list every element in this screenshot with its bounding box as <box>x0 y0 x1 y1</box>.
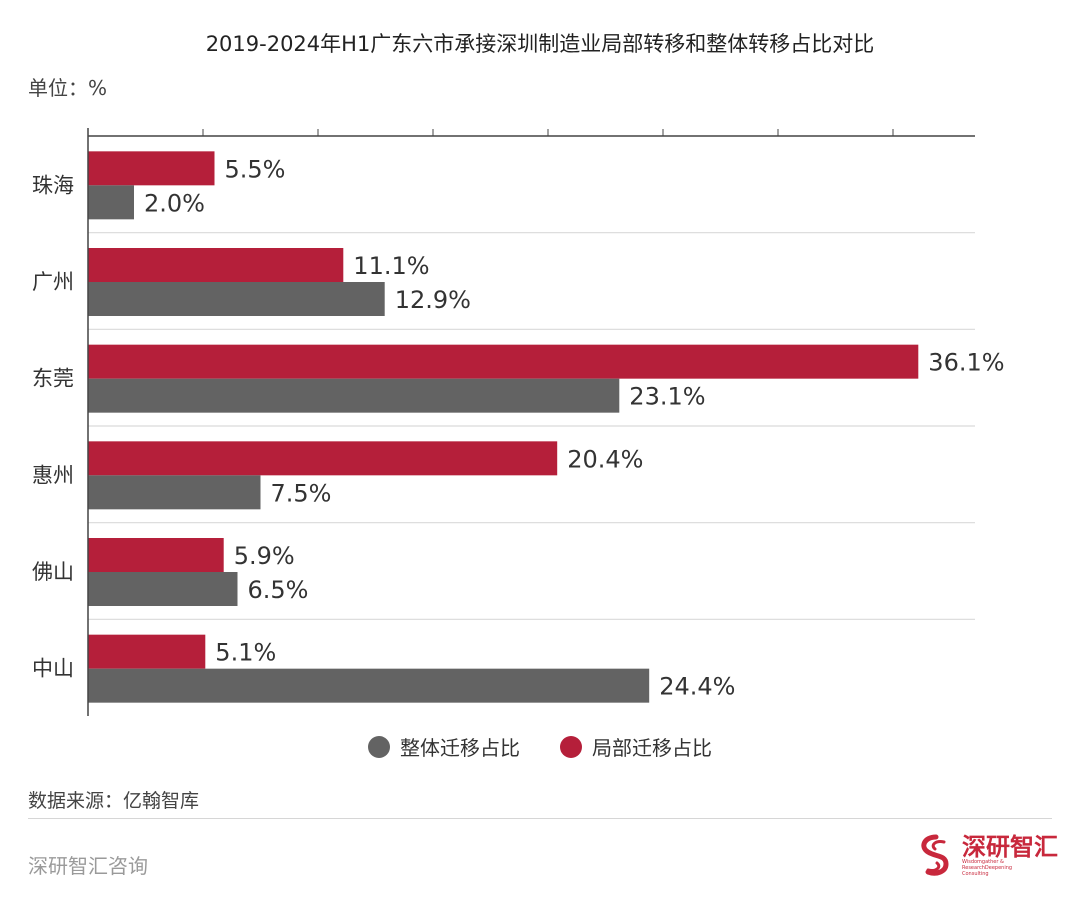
data-source: 数据来源：亿翰智库 <box>28 790 200 812</box>
data-label: 6.5% <box>248 576 309 604</box>
bar-whole <box>88 282 385 316</box>
bar-partial <box>88 634 206 669</box>
legend-label-partial: 局部迁移占比 <box>592 736 712 760</box>
bar-partial <box>88 441 558 476</box>
category-label: 中山 <box>32 657 74 681</box>
data-label: 5.5% <box>225 155 286 183</box>
brand-text: 深研智汇咨询 <box>28 854 148 878</box>
unit-label: 单位：% <box>28 76 108 100</box>
bar-whole <box>88 572 238 606</box>
category-label: 惠州 <box>32 463 74 487</box>
chart-title: 2019-2024年H1广东六市承接深圳制造业局部转移和整体转移占比对比 <box>205 32 875 56</box>
bar-partial <box>88 248 344 282</box>
legend-item-partial: 局部迁移占比 <box>560 732 712 761</box>
logo-text-block: 深研智汇 Wisdomgather & ResearchDeepening Co… <box>962 832 1058 878</box>
data-label: 2.0% <box>144 189 205 217</box>
legend-swatch-whole <box>368 735 390 758</box>
category-label: 东莞 <box>32 367 74 391</box>
swirl-logo-icon <box>921 834 949 876</box>
bar-whole <box>88 475 261 510</box>
legend-swatch-partial <box>560 735 582 758</box>
data-label: 36.1% <box>928 349 1004 377</box>
bar-whole <box>88 378 620 413</box>
brand-logo: 深研智汇 Wisdomgather & ResearchDeepening Co… <box>916 834 1058 878</box>
category-label: 广州 <box>32 270 74 294</box>
bar-whole <box>88 668 650 703</box>
legend-label-whole: 整体迁移占比 <box>400 736 520 760</box>
logo-subtitle-1: Wisdomgather & <box>962 859 1004 865</box>
data-label: 20.4% <box>567 445 643 473</box>
logo-name: 深研智汇 <box>962 832 1058 861</box>
data-label: 5.1% <box>215 639 276 667</box>
bar-whole <box>88 185 134 220</box>
bar-partial <box>88 344 919 379</box>
logo-subtitle-2: ResearchDeepening <box>962 865 1013 871</box>
logo-subtitle-3: Consulting <box>962 871 989 877</box>
bar-chart: 珠海 5.5% 2.0% 广州 11.1% 12.9% 东莞 36.1% 23.1% 惠州 20.4… <box>32 128 1005 716</box>
legend-item-whole: 整体迁移占比 <box>368 732 520 761</box>
data-label: 5.9% <box>234 542 295 570</box>
category-label: 珠海 <box>32 173 74 197</box>
legend: 整体迁移占比 局部迁移占比 <box>0 732 1080 761</box>
bar-partial <box>88 151 215 186</box>
data-label: 24.4% <box>659 673 735 701</box>
data-label: 11.1% <box>353 252 429 280</box>
category-label: 佛山 <box>32 560 74 584</box>
data-label: 12.9% <box>395 286 471 314</box>
data-label: 7.5% <box>271 479 332 507</box>
data-label: 23.1% <box>629 383 705 411</box>
bar-partial <box>88 538 224 572</box>
footer-divider <box>28 818 1052 819</box>
